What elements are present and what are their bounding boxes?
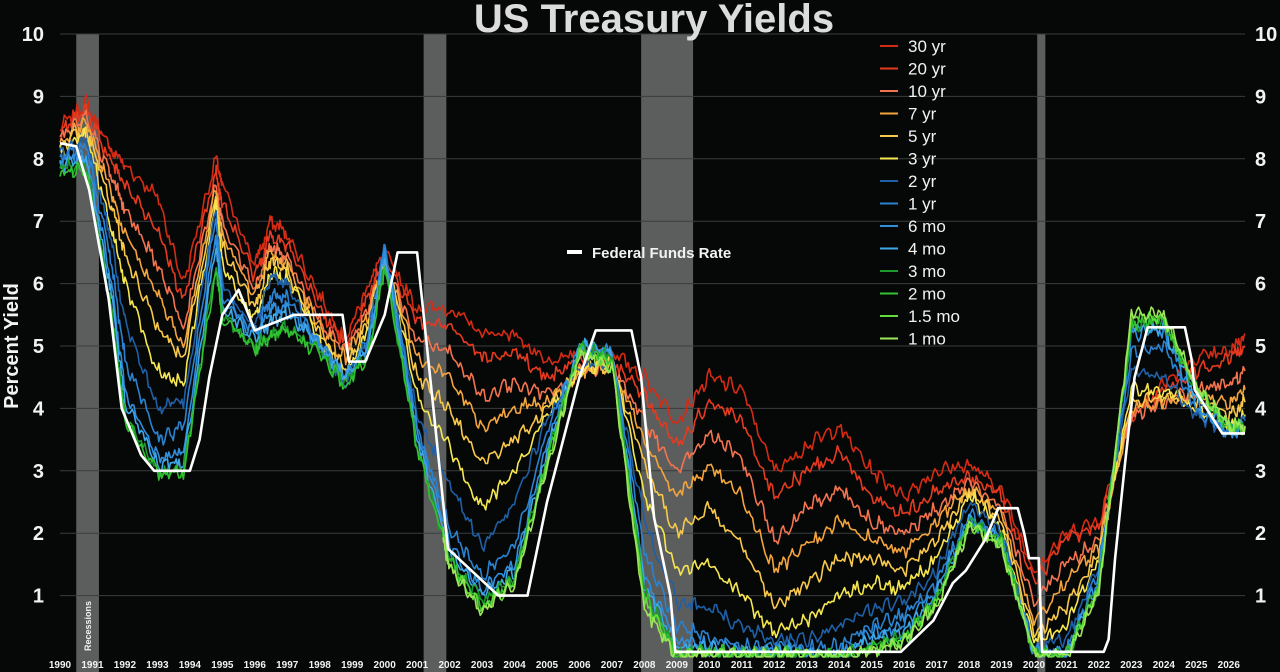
x-tick-label: 2012: [763, 660, 786, 671]
x-tick-label: 2003: [471, 660, 494, 671]
x-tick-label: 2018: [958, 660, 981, 671]
federal-funds-rate-line: [59, 141, 1245, 654]
y-tick-label-left: 2: [33, 523, 44, 545]
y-axis-label: Percent Yield: [1, 283, 23, 409]
legend-label: 20 yr: [908, 60, 946, 79]
y-tick-label-left: 8: [33, 149, 44, 171]
legend-label: 3 mo: [908, 262, 946, 281]
x-tick-label: 2022: [1088, 660, 1111, 671]
series-line: [59, 127, 1246, 644]
y-tick-label-right: 10: [1255, 24, 1277, 46]
series-line: [442, 310, 1246, 658]
x-tick-label: 2007: [601, 660, 624, 671]
x-tick-label: 2011: [731, 660, 753, 671]
x-tick-label: 2015: [861, 660, 884, 671]
x-tick-label: 2000: [374, 660, 397, 671]
x-tick-label: 2023: [1120, 660, 1143, 671]
x-tick-label: 2009: [666, 660, 689, 671]
x-tick-label: 2014: [828, 660, 851, 671]
y-tick-label-left: 6: [33, 274, 44, 296]
y-tick-label-left: 5: [33, 336, 44, 358]
federal-funds-rate-legend-label: Federal Funds Rate: [592, 245, 731, 262]
x-tick-label: 2021: [1055, 660, 1078, 671]
y-tick-label-left: 9: [33, 86, 44, 108]
x-tick-label: 2010: [698, 660, 721, 671]
x-tick-label: 2008: [633, 660, 656, 671]
x-tick-label: 2025: [1185, 660, 1208, 671]
legend-label: 10 yr: [908, 82, 946, 101]
y-tick-label-left: 3: [33, 461, 44, 483]
y-tick-label-right: 3: [1255, 461, 1266, 483]
y-tick-label-right: 4: [1255, 398, 1267, 420]
x-tick-label: 1991: [81, 660, 104, 671]
x-tick-label: 2004: [503, 660, 526, 671]
series-line: [59, 126, 1246, 639]
recessions-label: Recessions: [83, 601, 93, 651]
x-tick-label: 1997: [276, 660, 299, 671]
legend-label: 4 mo: [908, 240, 946, 259]
x-tick-label: 1993: [146, 660, 169, 671]
y-tick-label-left: 1: [33, 586, 44, 608]
x-tick-label: 2020: [1023, 660, 1046, 671]
legend-label: 2 mo: [908, 285, 946, 304]
recession-band: [1037, 34, 1046, 672]
x-tick-label: 2016: [893, 660, 916, 671]
federal-funds-rate-legend: Federal Funds Rate: [567, 245, 731, 262]
x-tick-label: 1999: [341, 660, 364, 671]
x-tick-label: 1996: [244, 660, 267, 671]
x-tick-label: 2024: [1153, 660, 1176, 671]
x-tick-label: 2019: [990, 660, 1013, 671]
legend-label: 1 yr: [908, 195, 937, 214]
x-tick-label: 2013: [796, 660, 819, 671]
y-tick-label-left: 4: [33, 398, 45, 420]
x-tick-label: 2006: [568, 660, 591, 671]
x-tick-label: 2017: [925, 660, 948, 671]
x-tick-label: 1990: [49, 660, 72, 671]
y-tick-label-right: 9: [1255, 86, 1266, 108]
legend-label: 5 yr: [908, 127, 937, 146]
y-tick-label-right: 6: [1255, 274, 1266, 296]
y-tick-label-left: 10: [22, 24, 44, 46]
y-tick-label-left: 7: [33, 211, 44, 233]
x-tick-label: 2002: [438, 660, 461, 671]
x-tick-label: 2005: [536, 660, 559, 671]
x-tick-label: 1994: [179, 660, 202, 671]
legend-label: 1.5 mo: [908, 307, 960, 326]
x-tick-label: 2001: [406, 660, 429, 671]
y-tick-label-right: 5: [1255, 336, 1266, 358]
x-tick-label: 1992: [114, 660, 137, 671]
series-line: [442, 306, 1246, 658]
legend-label: 7 yr: [908, 105, 937, 124]
legend-label: 6 mo: [908, 217, 946, 236]
legend-label: 3 yr: [908, 150, 937, 169]
y-tick-label-right: 2: [1255, 523, 1266, 545]
y-tick-label-right: 8: [1255, 149, 1266, 171]
legend-label: 1 mo: [908, 330, 946, 349]
y-tick-label-right: 7: [1255, 211, 1266, 233]
y-tick-label-right: 1: [1255, 586, 1266, 608]
chart-title: US Treasury Yields: [474, 0, 834, 41]
x-tick-label: 2026: [1218, 660, 1241, 671]
legend-label: 30 yr: [908, 37, 946, 56]
legend-label: 2 yr: [908, 172, 937, 191]
x-tick-label: 1995: [211, 660, 234, 671]
x-tick-label: 1998: [309, 660, 332, 671]
series-line: [59, 161, 1246, 658]
